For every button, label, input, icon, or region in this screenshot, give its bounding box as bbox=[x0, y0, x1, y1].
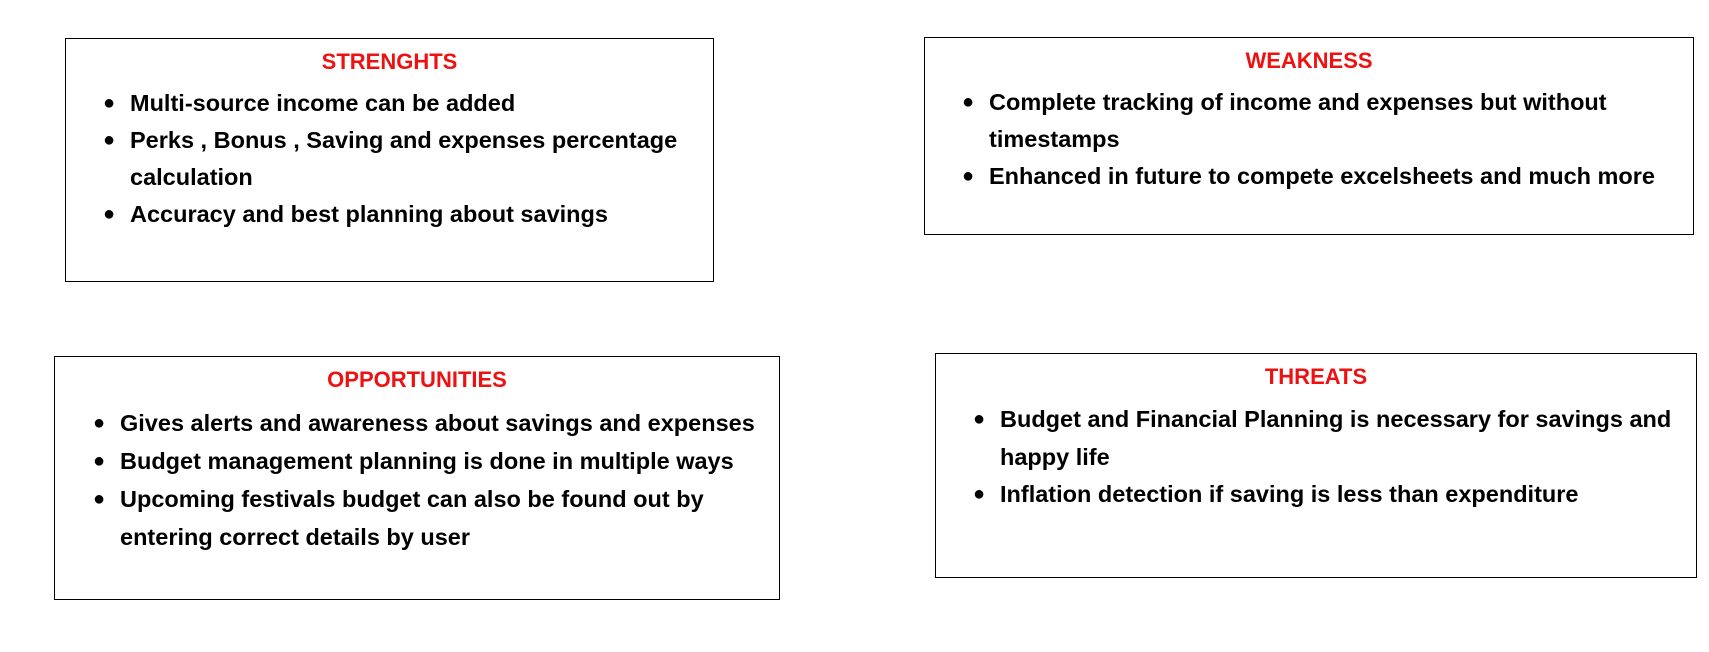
list-item-text: Accuracy and best planning about savings bbox=[130, 201, 608, 227]
list-item: ● Budget and Financial Planning is necess… bbox=[936, 401, 1696, 476]
weakness-list: ● Complete tracking of income and expense… bbox=[925, 84, 1693, 195]
list-item: ● Complete tracking of income and expense… bbox=[925, 84, 1693, 158]
opportunities-title: OPPORTUNITIES bbox=[327, 367, 507, 392]
list-item-text: Budget and Financial Planning is necessa… bbox=[1000, 406, 1672, 470]
list-item: ● Accuracy and best planning about saving… bbox=[66, 196, 713, 233]
list-item-text: Gives alerts and awareness about savings… bbox=[120, 410, 755, 436]
threats-title: THREATS bbox=[1264, 364, 1368, 389]
list-item-text: Inflation detection if saving is less th… bbox=[1000, 481, 1579, 507]
opportunities-list: ● Gives alerts and awareness about saving… bbox=[55, 404, 779, 556]
opportunities-box: OPPORTUNITIES ● Gives alerts and awarenes… bbox=[54, 356, 780, 600]
bullet-icon: ● bbox=[93, 450, 106, 472]
list-item: ● Perks , Bonus , Saving and expenses per… bbox=[66, 122, 713, 196]
bullet-icon: ● bbox=[973, 408, 986, 430]
list-item: ● Inflation detection if saving is less t… bbox=[936, 476, 1696, 514]
threats-list: ● Budget and Financial Planning is necess… bbox=[936, 401, 1696, 514]
strengths-title: STRENGHTS bbox=[321, 49, 458, 74]
list-item-text: Perks , Bonus , Saving and expenses perc… bbox=[130, 127, 678, 190]
list-item-text: Complete tracking of income and expenses… bbox=[989, 89, 1607, 152]
list-item: ● Enhanced in future to compete excelshee… bbox=[925, 158, 1693, 195]
strengths-box: STRENGHTS ● Multi-source income can be ad… bbox=[65, 38, 714, 282]
list-item: ● Upcoming festivals budget can also be f… bbox=[55, 480, 779, 556]
list-item: ● Gives alerts and awareness about saving… bbox=[55, 404, 779, 442]
strengths-list: ● Multi-source income can be added ● Perks… bbox=[66, 85, 713, 233]
bullet-icon: ● bbox=[962, 165, 975, 187]
list-item: ● Budget management planning is done in m… bbox=[55, 442, 779, 480]
bullet-icon: ● bbox=[93, 412, 106, 434]
bullet-icon: ● bbox=[93, 488, 106, 510]
bullet-icon: ● bbox=[973, 483, 986, 505]
list-item-text: Upcoming festivals budget can also be fo… bbox=[120, 486, 704, 550]
bullet-icon: ● bbox=[962, 91, 975, 113]
weakness-title: WEAKNESS bbox=[1245, 48, 1373, 73]
threats-box: THREATS ● Budget and Financial Planning i… bbox=[935, 353, 1697, 578]
list-item: ● Multi-source income can be added bbox=[66, 85, 713, 122]
bullet-icon: ● bbox=[103, 129, 116, 151]
list-item-text: Enhanced in future to compete excelsheet… bbox=[989, 163, 1655, 189]
list-item-text: Multi-source income can be added bbox=[130, 90, 516, 116]
list-item-text: Budget management planning is done in mu… bbox=[120, 448, 734, 474]
weakness-box: WEAKNESS ● Complete tracking of income an… bbox=[924, 37, 1694, 235]
bullet-icon: ● bbox=[103, 203, 116, 225]
bullet-icon: ● bbox=[103, 92, 116, 114]
